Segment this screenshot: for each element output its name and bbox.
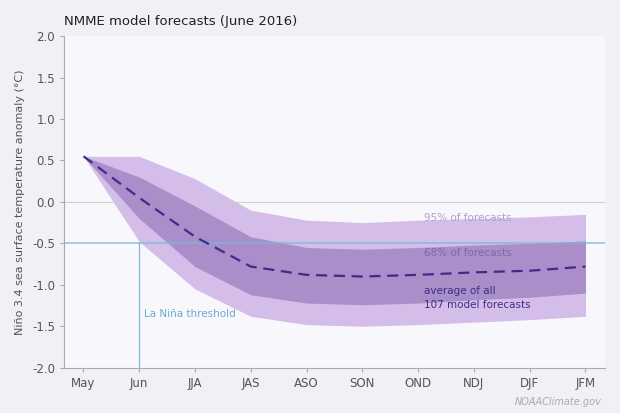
Text: NMME model forecasts (June 2016): NMME model forecasts (June 2016) [64,15,297,28]
Text: 95% of forecasts: 95% of forecasts [423,213,512,223]
Y-axis label: Niño 3.4 sea surface temperature anomaly (°C): Niño 3.4 sea surface temperature anomaly… [15,69,25,335]
Text: NOAAClimate.gov: NOAAClimate.gov [515,397,601,407]
Text: average of all
107 model forecasts: average of all 107 model forecasts [423,287,530,310]
Text: 68% of forecasts: 68% of forecasts [423,248,512,258]
Text: La Niña threshold: La Niña threshold [144,309,236,319]
